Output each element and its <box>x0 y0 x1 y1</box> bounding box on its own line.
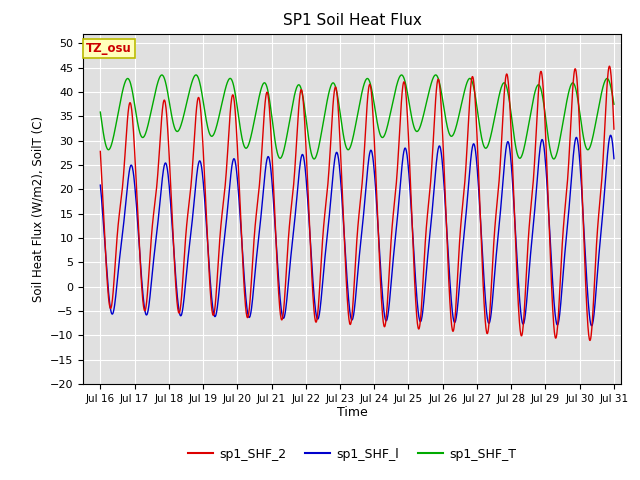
Y-axis label: Soil Heat Flux (W/m2), SoilT (C): Soil Heat Flux (W/m2), SoilT (C) <box>31 116 44 302</box>
sp1_SHF_T <box>521 142 529 148</box>
Line: sp1_SHF_l: sp1_SHF_l <box>100 135 614 326</box>
sp1_SHF_2 <box>605 63 613 69</box>
sp1_SHF_2 <box>210 312 218 318</box>
sp1_SHF_2 <box>564 167 572 172</box>
sp1_SHF_T <box>298 90 306 96</box>
sp1_SHF_l <box>310 296 318 301</box>
sp1_SHF_2 <box>610 126 618 132</box>
sp1_SHF_l <box>97 182 104 188</box>
sp1_SHF_T <box>610 101 618 107</box>
Legend: sp1_SHF_2, sp1_SHF_l, sp1_SHF_T: sp1_SHF_2, sp1_SHF_l, sp1_SHF_T <box>183 443 521 466</box>
Text: TZ_osu: TZ_osu <box>86 42 132 55</box>
sp1_SHF_2 <box>298 88 306 94</box>
sp1_SHF_T <box>310 156 318 162</box>
sp1_SHF_T <box>211 131 218 136</box>
sp1_SHF_l <box>564 214 572 219</box>
sp1_SHF_l <box>436 143 444 149</box>
sp1_SHF_2 <box>310 311 318 317</box>
sp1_SHF_l <box>210 311 218 317</box>
sp1_SHF_T <box>192 72 200 78</box>
sp1_SHF_l <box>588 323 595 329</box>
sp1_SHF_2 <box>436 82 444 87</box>
Line: sp1_SHF_T: sp1_SHF_T <box>100 75 614 159</box>
Title: SP1 Soil Heat Flux: SP1 Soil Heat Flux <box>283 13 421 28</box>
sp1_SHF_2 <box>586 337 594 343</box>
sp1_SHF_l <box>610 156 618 162</box>
sp1_SHF_T <box>565 88 573 94</box>
X-axis label: Time: Time <box>337 407 367 420</box>
sp1_SHF_T <box>97 109 104 115</box>
sp1_SHF_T <box>436 84 444 89</box>
sp1_SHF_T <box>311 156 319 161</box>
Line: sp1_SHF_2: sp1_SHF_2 <box>100 66 614 340</box>
sp1_SHF_2 <box>97 148 104 154</box>
sp1_SHF_2 <box>520 312 528 317</box>
sp1_SHF_l <box>298 152 306 158</box>
sp1_SHF_l <box>607 132 614 138</box>
sp1_SHF_l <box>520 320 528 325</box>
